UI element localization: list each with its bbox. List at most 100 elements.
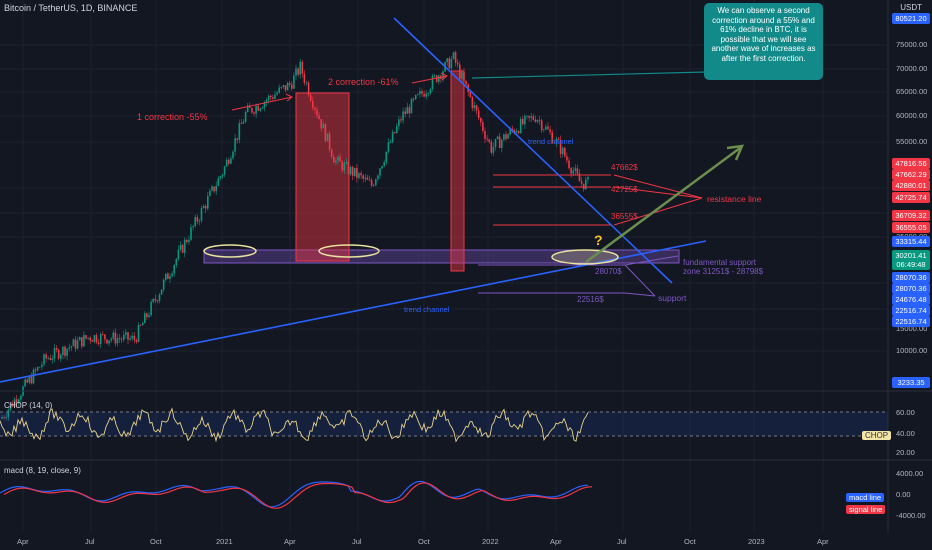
price-tag: 47816.56 xyxy=(892,158,930,169)
candle-body xyxy=(568,160,570,169)
candle-body xyxy=(188,239,190,243)
correction-box-2 xyxy=(450,70,465,272)
candle-body xyxy=(488,139,490,142)
candle-body xyxy=(263,102,266,108)
candle-body xyxy=(425,93,427,97)
candle-body xyxy=(320,119,322,129)
chop-value-tag: CHOP xyxy=(862,431,892,440)
symbol-title: Bitcoin / TetherUS, 1D, BINANCE xyxy=(4,3,138,13)
candle-body xyxy=(564,147,566,157)
candle-body xyxy=(469,91,472,98)
candle-body xyxy=(278,87,280,93)
candle-body xyxy=(5,417,7,419)
macd-tick-4000: 4000.00 xyxy=(896,469,924,478)
candle-body xyxy=(417,94,419,95)
annotation-arrows-red xyxy=(231,72,703,226)
resistance-3-label: 36555$ xyxy=(611,212,638,221)
time-tick: Apr xyxy=(17,537,29,546)
candle-body xyxy=(39,366,41,368)
candle-body xyxy=(396,126,398,134)
candle-body xyxy=(501,139,503,148)
candle-body xyxy=(261,107,264,109)
candle-body xyxy=(123,334,125,340)
time-tick: Apr xyxy=(284,537,296,546)
price-tick: 75000.00 xyxy=(896,40,928,49)
candle-body xyxy=(459,64,461,79)
candle-body xyxy=(557,138,560,140)
candle-body xyxy=(207,196,209,209)
candle-body xyxy=(135,340,138,342)
candle-body xyxy=(259,108,262,111)
candle-body xyxy=(429,89,432,94)
candle-body xyxy=(192,226,194,228)
analysis-note: We can observe a second correction aroun… xyxy=(704,3,823,80)
candle-body xyxy=(461,72,463,79)
candle-body xyxy=(431,76,434,90)
trend-channel-lower-label: trend channel xyxy=(404,305,450,314)
macd-label[interactable]: macd (8, 19, close, 9) xyxy=(4,466,81,475)
candle-body xyxy=(255,105,257,114)
support-2-label: 22516$ xyxy=(577,295,604,304)
candle-body xyxy=(551,132,553,144)
candle-body xyxy=(333,156,335,163)
chop-tick-40: 40.00 xyxy=(896,429,915,438)
question-mark: ? xyxy=(594,232,603,248)
price-tick: 70000.00 xyxy=(896,64,928,73)
price-tag: 36555.05 xyxy=(892,222,930,233)
candle-body xyxy=(307,82,310,96)
chop-label[interactable]: CHOP (14, 0) xyxy=(4,401,53,410)
correction-1-label: 1 correction -55% xyxy=(137,112,208,122)
currency-label: USDT xyxy=(900,3,922,12)
candle-body xyxy=(534,119,537,122)
candle-body xyxy=(387,142,390,152)
time-tick: Apr xyxy=(817,537,829,546)
fundamental-support-label: fundamental support xyxy=(683,258,756,267)
candle-body xyxy=(528,115,530,118)
candle-body xyxy=(148,315,150,317)
candle-body xyxy=(81,337,83,347)
candle-body xyxy=(181,244,184,253)
candle-body xyxy=(572,170,574,174)
candle-body xyxy=(368,179,371,181)
candle-body xyxy=(265,100,268,103)
candle-body xyxy=(398,119,400,127)
candle-body xyxy=(316,109,318,116)
candle-body xyxy=(522,119,524,125)
candle-body xyxy=(167,273,169,279)
price-tick: 55000.00 xyxy=(896,137,928,146)
price-tag: 42880.01 xyxy=(892,180,930,191)
candle-body xyxy=(114,332,117,344)
candle-body xyxy=(318,115,320,120)
candle-body xyxy=(209,190,211,197)
candle-body xyxy=(471,97,474,109)
candle-body xyxy=(45,354,47,359)
candle-body xyxy=(196,217,199,222)
candle-body xyxy=(435,75,438,82)
time-tick: 2022 xyxy=(482,537,499,546)
candle-body xyxy=(498,136,501,148)
candle-body xyxy=(110,338,112,341)
price-tag: 80521.20 xyxy=(892,13,930,24)
candle-body xyxy=(341,161,343,171)
candle-body xyxy=(171,273,173,277)
candle-body xyxy=(507,134,509,139)
candle-body xyxy=(345,161,348,164)
price-tag: 28070.36 xyxy=(892,283,930,294)
candle-body xyxy=(524,116,526,125)
candle-body xyxy=(162,279,165,290)
candle-body xyxy=(347,161,350,175)
candle-body xyxy=(246,105,249,113)
candle-body xyxy=(93,335,96,342)
candle-body xyxy=(213,186,215,192)
candle-body xyxy=(251,107,253,113)
time-tick: Oct xyxy=(684,537,696,546)
annotation-arrows-purple xyxy=(624,255,679,297)
candle-body xyxy=(314,107,316,110)
candle-body xyxy=(95,335,98,343)
candle-body xyxy=(141,323,144,326)
candle-body xyxy=(152,298,154,302)
candle-body xyxy=(475,105,478,111)
candle-body xyxy=(496,136,499,139)
candle-body xyxy=(53,347,56,359)
